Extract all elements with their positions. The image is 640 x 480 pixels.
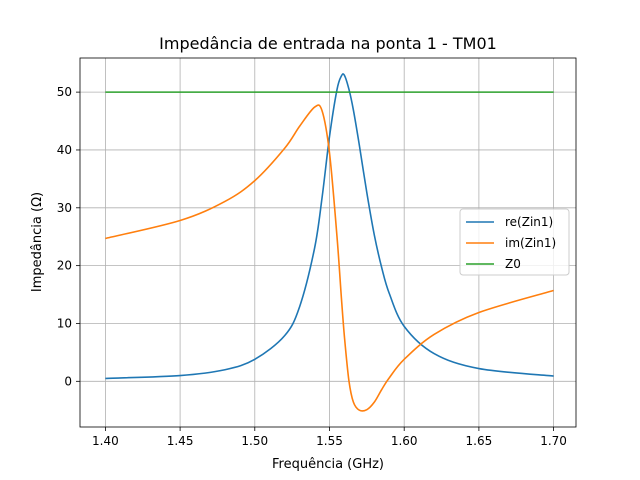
y-axis-ticks: 0 10 20 30 40 50 bbox=[57, 85, 80, 388]
y-tick-label: 50 bbox=[57, 85, 72, 99]
x-tick-label: 1.65 bbox=[466, 434, 493, 448]
legend: re(Zin1) im(Zin1) Z0 bbox=[459, 208, 570, 276]
axes-frame bbox=[79, 57, 577, 428]
x-tick-label: 1.45 bbox=[167, 434, 194, 448]
chart-title: Impedância de entrada na ponta 1 - TM01 bbox=[159, 34, 497, 53]
x-tick-label: 1.70 bbox=[540, 434, 567, 448]
x-axis-label: Frequência (GHz) bbox=[272, 457, 384, 472]
x-axis-ticks: 1.40 1.45 1.50 1.55 1.60 1.65 1.70 bbox=[92, 427, 567, 448]
y-tick-label: 30 bbox=[57, 201, 72, 215]
y-axis-label: Impedância (Ω) bbox=[30, 192, 45, 292]
x-tick-label: 1.55 bbox=[316, 434, 343, 448]
y-tick-label: 10 bbox=[57, 316, 72, 330]
legend-label-im-zin1: im(Zin1) bbox=[505, 236, 556, 250]
y-tick-label: 20 bbox=[57, 259, 72, 273]
y-tick-label: 40 bbox=[57, 143, 72, 157]
x-tick-label: 1.50 bbox=[241, 434, 268, 448]
legend-label-z0: Z0 bbox=[505, 257, 521, 271]
legend-label-re-zin1: re(Zin1) bbox=[505, 215, 553, 229]
x-tick-label: 1.40 bbox=[92, 434, 119, 448]
x-tick-label: 1.60 bbox=[391, 434, 418, 448]
y-tick-label: 0 bbox=[64, 374, 72, 388]
legend-box bbox=[459, 208, 570, 276]
series-line-im-zin1 bbox=[105, 104, 554, 412]
series-lines bbox=[105, 73, 554, 412]
series-line-re-zin1 bbox=[105, 73, 554, 380]
